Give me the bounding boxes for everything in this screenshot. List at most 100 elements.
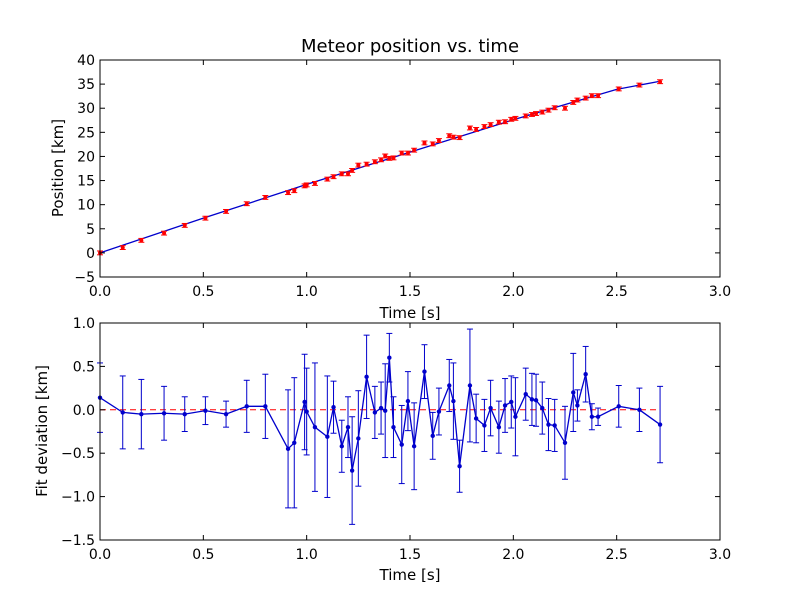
deviation-point	[488, 405, 493, 411]
deviation-chart: 0.0 0.5 1.0 1.5 2.0 2.5 3.0 −1.5 −1.0 −0.5 0.0 0.5…	[33, 316, 731, 584]
position-x-tick-label: 1.0	[296, 284, 318, 300]
deviation-point	[616, 404, 621, 409]
position-point	[346, 171, 350, 176]
position-point	[474, 127, 479, 132]
deviation-point	[657, 422, 663, 427]
position-point	[596, 93, 601, 98]
position-chart: Meteor position vs. time 0.0 0.5 1.0 1.5 2.0…	[49, 36, 731, 322]
deviation-line	[99, 357, 661, 471]
deviation-point	[364, 374, 369, 380]
position-point	[350, 168, 355, 173]
position-y-ticks: −5 0 5 10 15 20 25 30 35 40	[74, 53, 720, 286]
position-point	[224, 209, 229, 214]
position-point	[244, 201, 249, 206]
position-point	[616, 86, 621, 91]
position-point	[637, 83, 642, 88]
position-y-tick-label: 20	[77, 149, 95, 165]
deviation-y-tick-label: 1.0	[73, 316, 95, 332]
chart-title: Meteor position vs. time	[301, 36, 519, 57]
deviation-point	[383, 408, 388, 413]
position-point	[583, 96, 588, 101]
deviation-point	[523, 391, 528, 397]
deviation-point	[436, 409, 442, 414]
deviation-point	[595, 414, 601, 419]
deviation-point	[120, 410, 125, 415]
deviation-point	[451, 398, 456, 404]
deviation-point	[349, 468, 355, 473]
position-point	[364, 162, 369, 167]
deviation-point	[372, 410, 378, 415]
position-point	[552, 105, 557, 110]
position-point	[120, 245, 125, 250]
deviation-point	[203, 408, 208, 413]
deviation-x-tick-label: 3.0	[709, 547, 731, 563]
deviation-point	[405, 398, 411, 404]
deviation-point	[575, 403, 580, 408]
deviation-y-tick-label: −0.5	[61, 446, 95, 462]
deviation-y-axis-label: Fit deviation [km]	[33, 365, 51, 497]
deviation-point	[387, 355, 392, 360]
position-y-tick-label: 0	[86, 246, 95, 262]
deviation-point	[331, 404, 336, 410]
deviation-x-axis-label: Time [s]	[379, 566, 441, 584]
position-point	[503, 119, 508, 124]
deviation-point	[502, 403, 508, 408]
deviation-point	[378, 405, 384, 411]
position-point	[383, 153, 388, 158]
deviation-point	[325, 434, 330, 439]
position-point	[339, 171, 344, 176]
position-point	[467, 125, 472, 130]
position-point	[436, 138, 441, 143]
deviation-point	[411, 444, 417, 449]
position-point	[457, 135, 462, 140]
position-point	[575, 98, 580, 103]
position-point	[387, 156, 392, 161]
position-point	[589, 93, 594, 98]
deviation-point	[509, 399, 514, 405]
position-y-tick-label: 30	[77, 101, 95, 117]
deviation-point	[540, 405, 545, 411]
deviation-y-tick-label: −1.0	[61, 490, 95, 506]
position-point	[571, 100, 576, 105]
position-y-tick-label: 35	[77, 77, 95, 93]
position-point	[304, 182, 309, 187]
fit-line	[99, 80, 661, 254]
deviation-point	[244, 404, 249, 409]
position-point	[447, 133, 452, 138]
deviation-point	[513, 414, 518, 419]
deviation-y-ticks: −1.5 −1.0 −0.5 0.0 0.5 1.0	[61, 316, 720, 549]
position-point	[379, 157, 384, 162]
deviation-point	[589, 414, 595, 419]
deviation-point	[304, 409, 309, 414]
deviation-point	[637, 407, 642, 412]
position-point	[325, 177, 330, 182]
position-point	[546, 108, 551, 113]
position-y-axis-label: Position [km]	[49, 119, 67, 217]
position-point	[263, 195, 268, 200]
deviation-point	[533, 398, 539, 403]
deviation-point	[583, 372, 588, 377]
deviation-y-tick-label: 0.5	[73, 359, 95, 375]
position-point	[331, 174, 336, 179]
position-point	[391, 155, 396, 160]
position-point	[422, 140, 427, 145]
deviation-point	[496, 424, 502, 430]
deviation-x-ticks: 0.0 0.5 1.0 1.5 2.0 2.5 3.0	[89, 323, 731, 563]
deviation-point	[430, 433, 435, 439]
deviation-x-tick-label: 1.0	[296, 547, 318, 563]
position-point	[372, 159, 377, 164]
deviation-point	[552, 423, 557, 428]
position-point	[451, 135, 456, 140]
position-point	[658, 79, 663, 84]
deviation-point	[546, 422, 551, 427]
deviation-point	[422, 369, 427, 374]
position-x-tick-label: 1.5	[399, 284, 421, 300]
position-y-tick-label: 25	[77, 125, 95, 141]
deviation-point	[356, 436, 361, 441]
deviation-point	[312, 424, 318, 430]
deviation-point	[339, 444, 344, 449]
position-point	[139, 238, 144, 243]
position-point	[203, 216, 208, 221]
position-point	[529, 112, 534, 117]
